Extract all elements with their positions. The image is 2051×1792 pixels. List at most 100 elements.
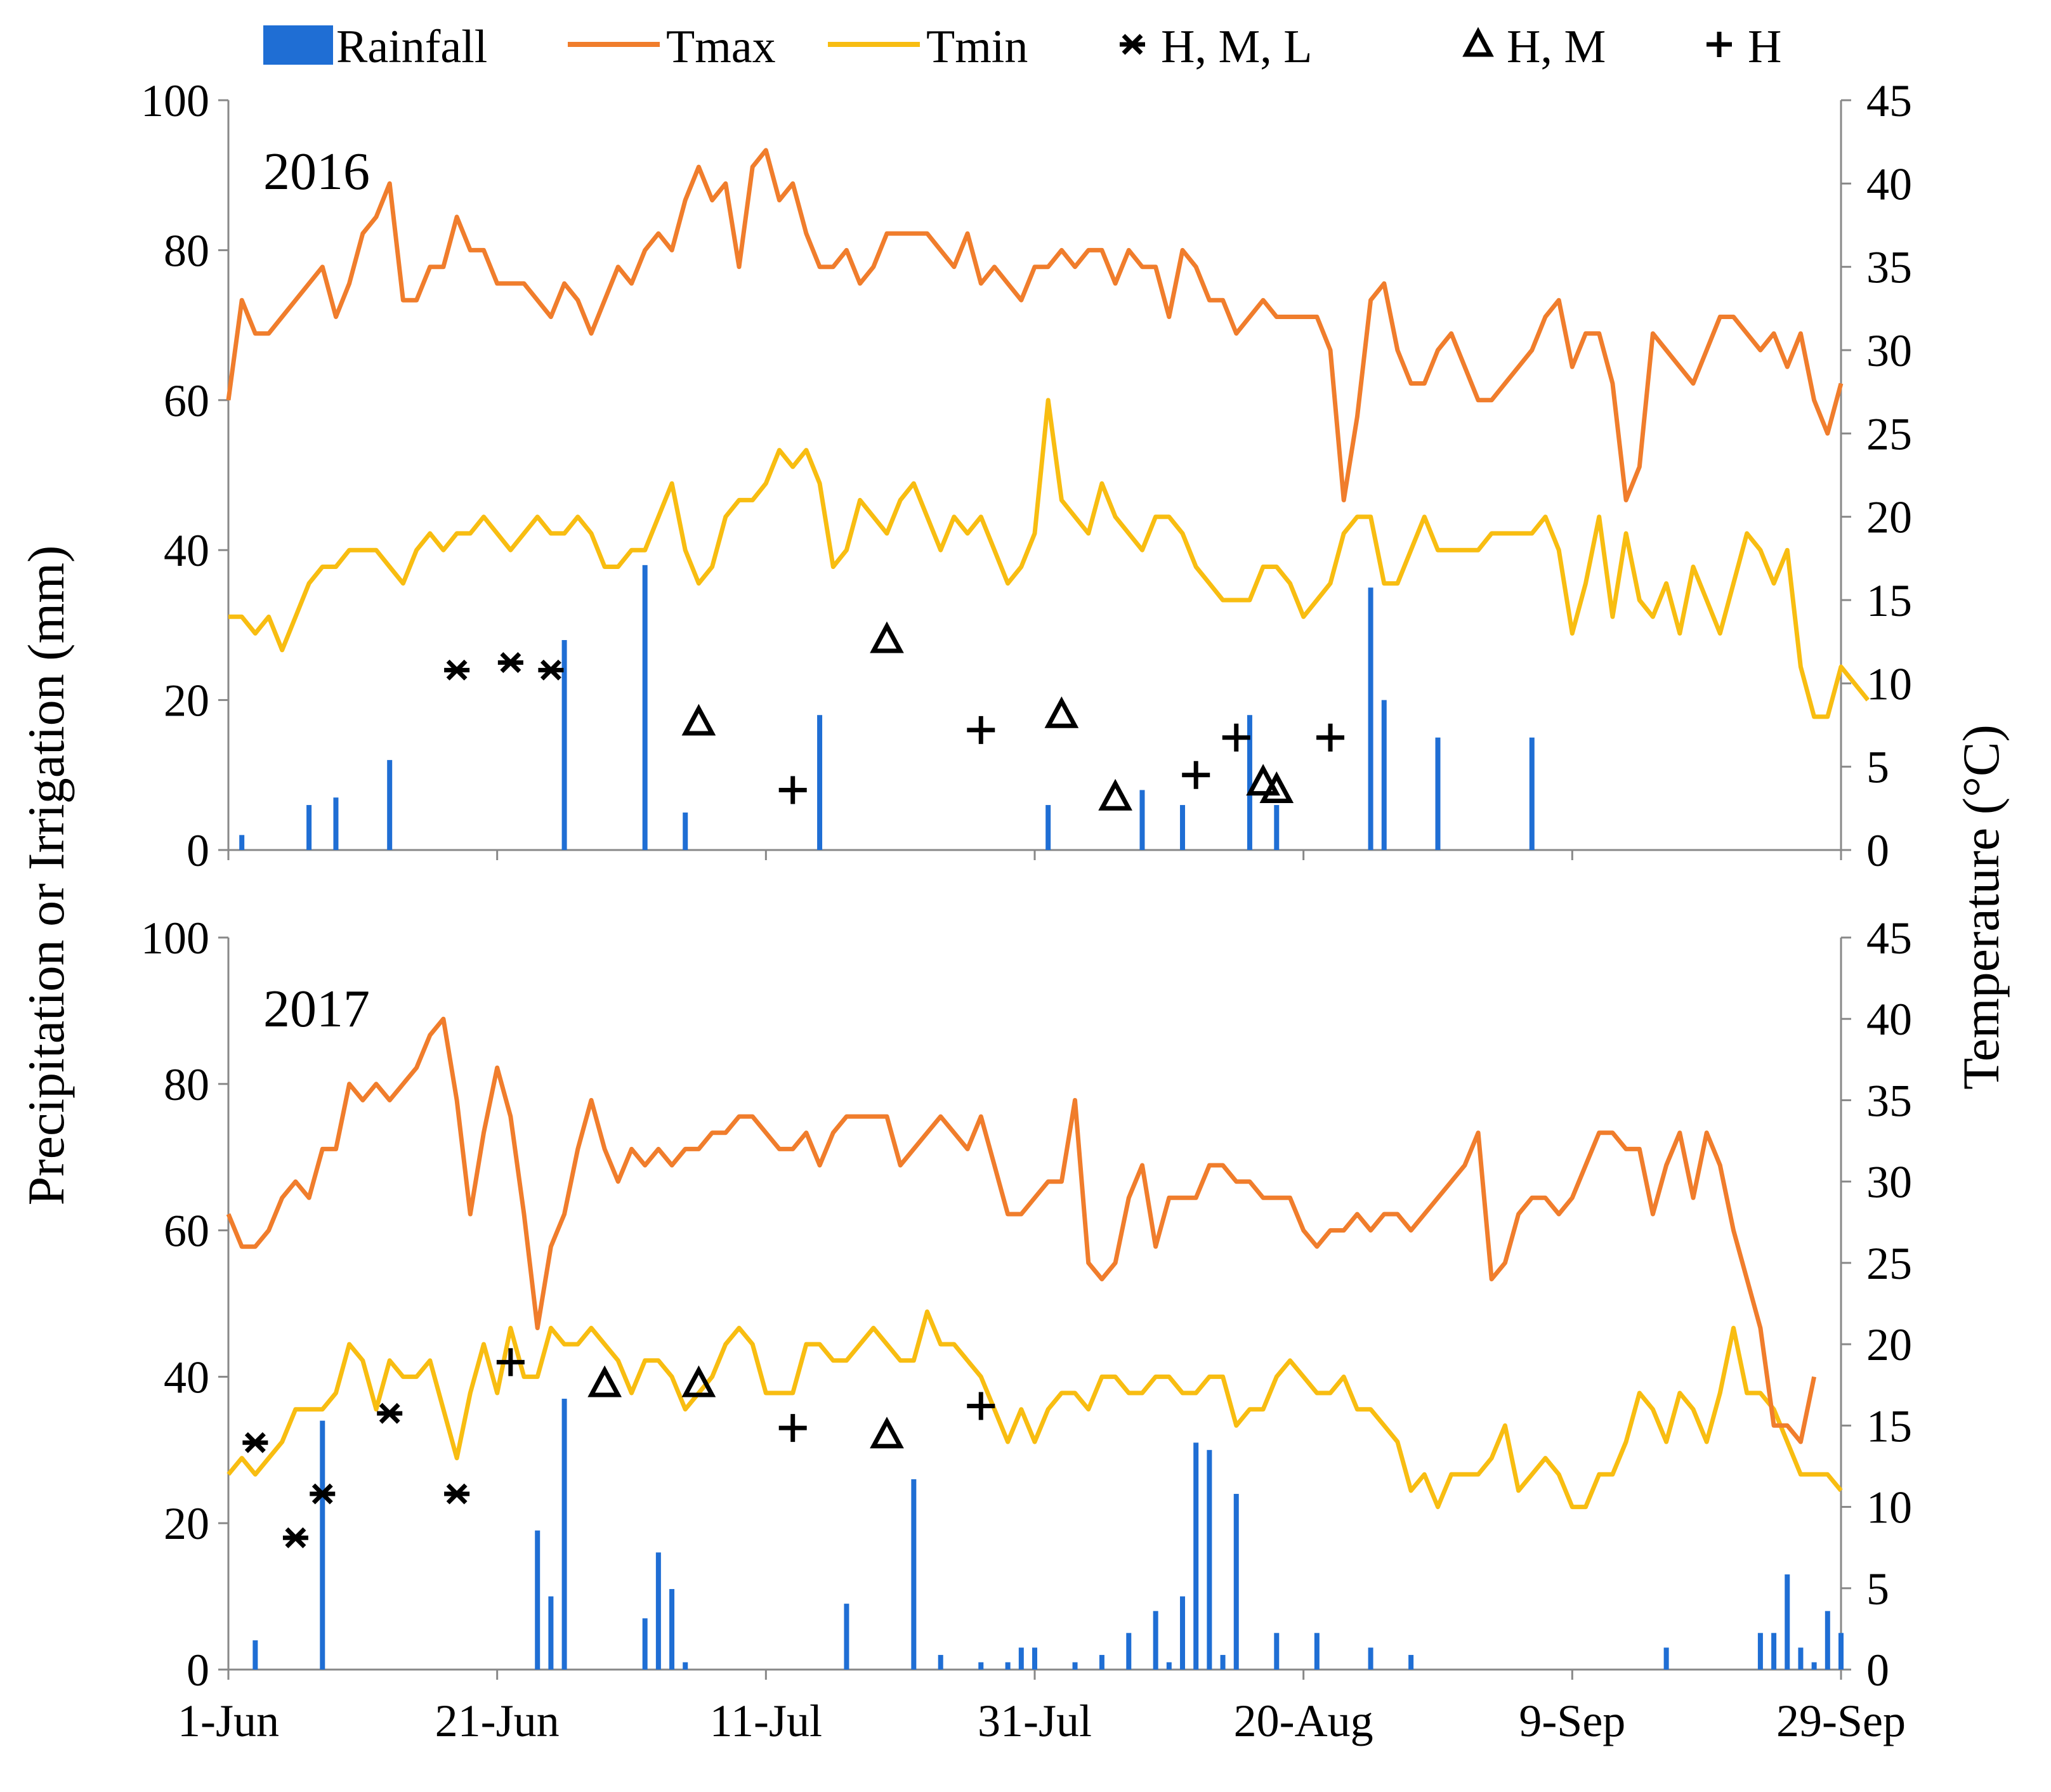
irrigation-hm-marker [1259, 771, 1294, 803]
rainfall-bar [1126, 1633, 1132, 1670]
irrigation-hml-marker [377, 1403, 403, 1424]
left-tick-label: 60 [164, 1206, 209, 1257]
right-tick-label: 25 [1866, 1238, 1912, 1289]
left-tick-label: 20 [164, 676, 209, 726]
x-tick-label: 11-Jul [710, 1696, 822, 1746]
rainfall-bar [1233, 1494, 1239, 1670]
irrigation-hml-marker [242, 1432, 268, 1453]
rainfall-bar [1368, 1647, 1373, 1670]
rainfall-bar [1408, 1654, 1414, 1670]
x-tick-label: 21-Jun [435, 1696, 560, 1746]
right-tick-label: 20 [1866, 492, 1912, 543]
rainfall-bar [1435, 737, 1441, 850]
rainfall-bar [239, 835, 245, 850]
rainfall-bar [911, 1479, 917, 1670]
rainfall-bar [1314, 1633, 1320, 1670]
rainfall-bar [1153, 1611, 1158, 1670]
x-tick-label: 1-Jun [178, 1696, 279, 1746]
x-tick-label: 20-Aug [1234, 1696, 1373, 1746]
left-tick-label: 40 [164, 1352, 209, 1403]
irrigation-hm-marker [587, 1365, 622, 1397]
rainfall-bar [548, 1596, 554, 1670]
rainfall-bar [1193, 1442, 1199, 1670]
right-tick-label: 30 [1866, 325, 1912, 376]
rainfall-bar [1220, 1654, 1226, 1670]
right-tick-label: 10 [1866, 658, 1912, 709]
right-tick-label: 0 [1866, 1645, 1889, 1696]
left-tick-label: 80 [164, 225, 209, 276]
panel-2016: 0 20 40 60 80 100 0 5 10 15 20 25 30 35 40 45 2016 [141, 75, 1912, 876]
legend-h-label: H [1748, 21, 1781, 73]
rainfall-bar [1180, 1596, 1186, 1670]
x-tick-label: 9-Sep [1519, 1696, 1625, 1746]
rainfall-bar [642, 565, 648, 850]
rainfall-bar [1018, 1647, 1024, 1670]
rainfall-bar [1529, 737, 1535, 850]
x-tick-label: 31-Jul [978, 1696, 1092, 1746]
panel-year-title: 2016 [263, 142, 370, 201]
rainfall-bar [1072, 1662, 1078, 1670]
rainfall-bar [1381, 700, 1387, 850]
rainfall-bar [1005, 1662, 1011, 1670]
left-tick-label: 0 [187, 1645, 209, 1696]
rainfall-bar [1099, 1654, 1104, 1670]
legend-star-marker-icon [1120, 34, 1145, 55]
right-tick-label: 15 [1866, 575, 1912, 626]
rainfall-bar [252, 1640, 258, 1670]
rainfall-bar [333, 797, 339, 850]
right-tick-label: 35 [1866, 242, 1912, 293]
irrigation-h-marker [1316, 723, 1345, 752]
x-tick-label: 29-Sep [1776, 1696, 1906, 1746]
rainfall-bar [683, 812, 688, 850]
irrigation-h-marker [778, 1414, 807, 1442]
irrigation-h-marker [967, 1392, 995, 1420]
left-tick-label: 40 [164, 525, 209, 576]
rainfall-bar [1825, 1611, 1830, 1670]
left-tick-label: 80 [164, 1059, 209, 1110]
right-tick-label: 45 [1866, 75, 1912, 126]
left-tick-label: 100 [141, 913, 209, 964]
rainfall-bar [642, 1618, 648, 1670]
right-tick-label: 40 [1866, 159, 1912, 209]
right-tick-label: 30 [1866, 1157, 1912, 1208]
irrigation-hml-marker [497, 652, 523, 673]
irrigation-h-marker [778, 776, 807, 804]
rainfall-bar [1838, 1633, 1844, 1670]
legend-tmax-label: Tmax [666, 21, 776, 73]
rainfall-bar [1757, 1633, 1763, 1670]
rainfall-bar [978, 1662, 984, 1670]
legend-rainfall-label: Rainfall [336, 21, 487, 73]
rainfall-bar [1032, 1647, 1037, 1670]
rainfall-bar [1247, 715, 1252, 850]
irrigation-hm-marker [870, 621, 904, 653]
right-tick-label: 10 [1866, 1482, 1912, 1533]
rainfall-bar [1368, 587, 1373, 850]
right-tick-label: 5 [1866, 1564, 1889, 1614]
legend: Rainfall Tmax Tmin H, M, L H, M H [263, 21, 1781, 73]
panel-2017: 0 20 40 60 80 100 0 5 10 15 20 25 30 35 40 45 1-Jun 21-Ju… [141, 913, 1912, 1746]
left-tick-label: 100 [141, 75, 209, 126]
right-tick-label: 20 [1866, 1319, 1912, 1370]
rainfall-bar [844, 1604, 849, 1670]
right-tick-label: 15 [1866, 1401, 1912, 1451]
rainfall-bar [1663, 1647, 1669, 1670]
rainfall-bar [817, 715, 823, 850]
irrigation-h-marker [967, 716, 995, 744]
tmax-line [226, 148, 1844, 502]
right-tick-label: 35 [1866, 1075, 1912, 1126]
irrigation-hm-marker [1246, 764, 1280, 796]
rainfall-bar [1045, 805, 1051, 850]
right-tick-label: 0 [1866, 825, 1889, 876]
rainfall-bar [1798, 1647, 1804, 1670]
left-tick-label: 20 [164, 1498, 209, 1549]
rainfall-bar [306, 805, 312, 850]
irrigation-h-marker [1182, 761, 1210, 789]
legend-plus-marker-icon [1707, 32, 1732, 57]
rainfall-bar [561, 1399, 567, 1670]
rainfall-bar [1274, 805, 1280, 850]
rainfall-bar [1811, 1662, 1817, 1670]
rainfall-bar [1785, 1574, 1790, 1670]
irrigation-hm-marker [681, 703, 716, 736]
irrigation-hml-marker [538, 659, 564, 681]
